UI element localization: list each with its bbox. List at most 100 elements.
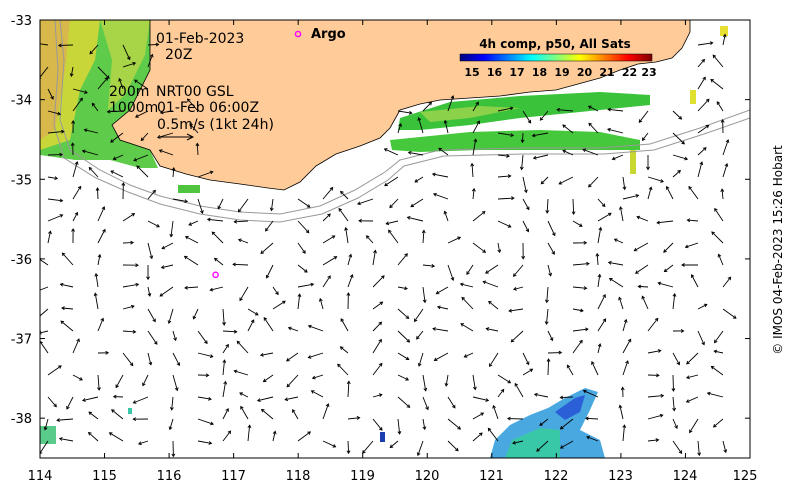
current-arrow [347,416,361,420]
current-arrow [657,281,674,288]
current-arrow [722,440,728,454]
current-arrow [340,318,349,332]
x-tick-label: 124 [673,469,698,484]
current-arrow [547,330,554,342]
current-arrow [417,352,424,367]
current-arrow [461,296,474,310]
current-arrow [339,346,349,354]
current-arrow [40,308,49,317]
current-arrow [262,374,274,383]
current-arrow [112,154,124,161]
current-arrow [197,352,214,358]
current-arrow [519,154,524,171]
current-arrow [121,182,126,200]
current-arrow [722,308,737,319]
current-arrow [260,242,274,254]
argo-legend: Argo [294,27,346,42]
current-arrow [597,198,606,208]
colorbar-tick: 20 [577,66,593,79]
current-arrow [372,418,383,431]
current-arrow [636,215,649,222]
current-arrow [585,416,599,421]
current-arrow [531,132,549,138]
current-arrow [720,188,725,200]
current-arrow [40,286,49,291]
current-arrow [72,374,83,381]
current-arrow [97,77,109,90]
current-arrow [247,319,255,332]
current-arrow [536,440,549,452]
sst-patch-south-coast [390,26,728,174]
current-arrow [562,149,574,156]
current-arrow [686,352,699,365]
current-arrow [591,360,599,376]
x-tick-label: 118 [286,469,311,484]
current-arrow [672,352,680,366]
x-tick-label: 116 [157,469,182,484]
current-arrow [322,440,337,448]
current-arrow [110,170,124,178]
current-arrow [646,154,650,171]
current-arrow [340,190,349,200]
current-arrow [147,308,156,323]
current-arrow [539,418,549,426]
current-arrow [47,214,64,222]
current-arrow [159,110,174,115]
current-arrow [160,264,174,270]
current-arrow [562,124,574,134]
current-arrow [357,198,374,206]
current-arrow [522,176,528,194]
current-arrow [641,295,649,310]
current-arrow [272,430,277,442]
current-arrow [87,431,99,442]
current-arrow [717,253,724,266]
y-axis-labels: -33 -34 -35 -36 -37 -38 [11,14,32,427]
current-arrow [389,440,399,449]
current-arrow [58,437,74,442]
current-arrow [71,120,76,134]
current-arrow [110,132,124,143]
current-arrow [572,286,588,291]
current-arrow [247,308,259,316]
current-arrow [672,440,683,454]
current-arrow [222,308,226,326]
current-arrow [447,440,459,452]
current-arrow [111,409,124,420]
current-arrow [611,154,624,161]
current-arrow [547,242,555,255]
current-arrow [384,176,399,187]
current-arrow [186,98,199,112]
current-arrow [713,349,724,354]
current-arrow [222,343,229,354]
current-arrow [622,176,627,191]
current-arrow [297,220,310,234]
colorbar-ramp [459,53,653,62]
current-arrow [265,264,274,279]
current-arrow [183,255,199,266]
date-label: 01-Feb-2023 [156,31,244,47]
y-tick-label: -38 [11,412,32,427]
current-arrow [647,176,665,183]
current-arrow [72,97,83,112]
current-arrow [684,242,699,249]
current-arrow [566,364,574,376]
current-arrow [146,264,150,281]
current-arrow [140,132,149,142]
current-arrow [56,418,74,422]
current-arrow [72,88,88,94]
current-arrow [497,132,515,138]
current-arrow [547,220,556,237]
current-arrow [647,393,665,398]
current-arrow [192,308,199,320]
current-arrow [472,211,486,222]
x-axis-labels: 114 115 116 117 118 119 120 121 122 123 … [28,469,758,484]
current-arrow [222,329,238,334]
current-arrow [497,196,515,201]
current-arrow [597,318,607,332]
current-arrow [641,132,649,141]
current-arrow [572,339,583,354]
current-arrow [236,340,249,354]
current-arrow [197,330,208,345]
current-arrow [239,286,249,302]
current-arrow [217,198,224,210]
